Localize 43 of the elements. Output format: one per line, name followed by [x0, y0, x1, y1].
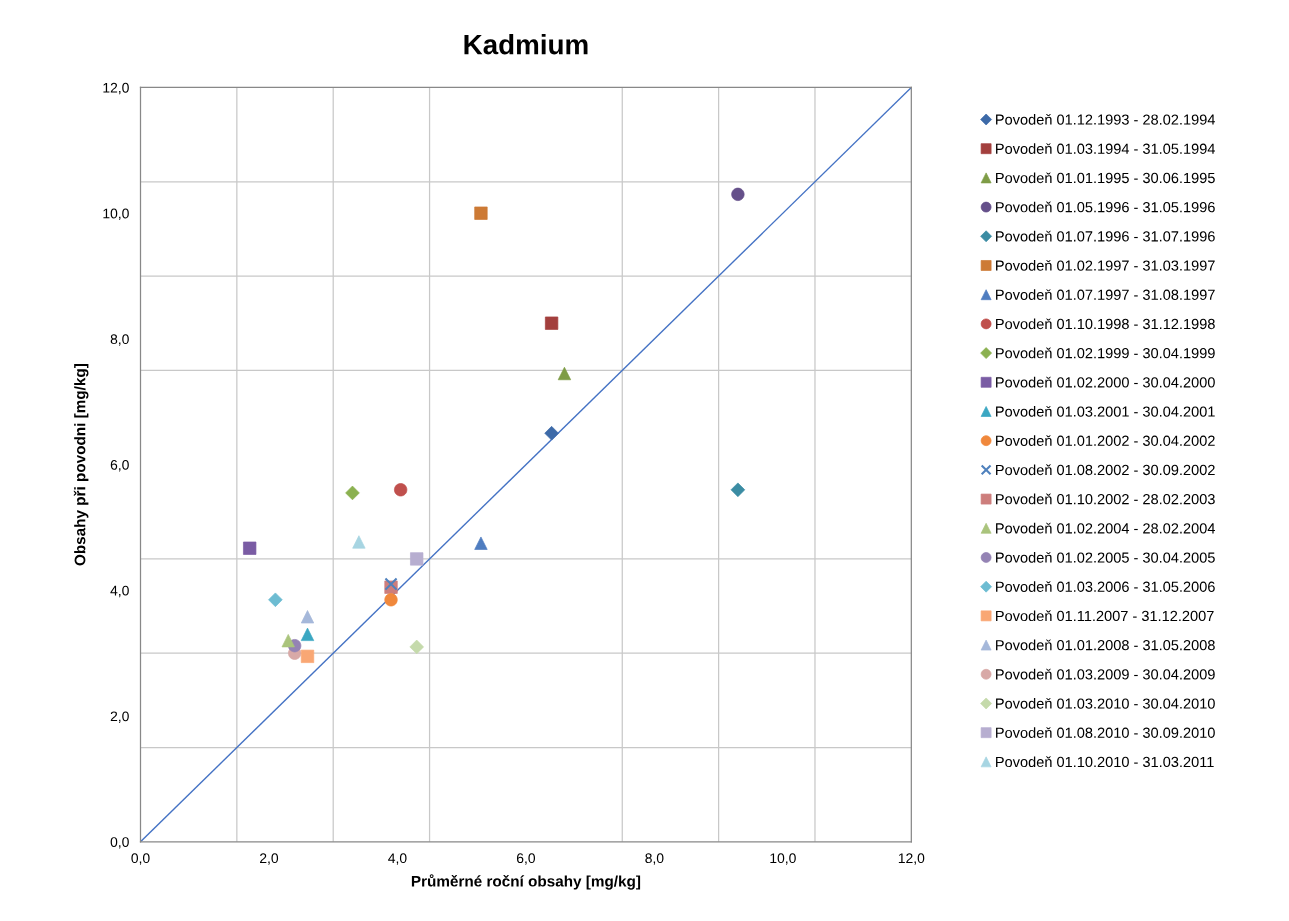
- legend-label: Povodeň 01.03.2006 - 31.05.2006: [996, 581, 1215, 592]
- y-tick-label: 10,0: [103, 208, 129, 221]
- point: [557, 366, 572, 381]
- legend-label: Povodeň 01.10.2002 - 28.02.2003: [996, 493, 1215, 505]
- y-axis-title: Obsahy při povodni [mg/kg]: [73, 364, 89, 566]
- legend-label: Povodeň 01.08.2002 - 30.09.2002: [996, 464, 1215, 476]
- y-tick-label: 12,0: [103, 82, 129, 95]
- x-tick-label: 2,0: [260, 853, 279, 865]
- legend-label: Povodeň 01.01.2008 - 31.05.2008: [996, 639, 1215, 651]
- legend-label: Povodeň 01.11.2007 - 31.12.2007: [996, 610, 1214, 622]
- y-tick-label: 4,0: [110, 585, 129, 598]
- legend-label: Povodeň 01.10.1998 - 31.12.1998: [996, 318, 1215, 330]
- legend-label: Povodeň 01.01.2002 - 30.04.2002: [996, 435, 1215, 446]
- legend-label: Povodeň 01.02.1999 - 30.04.1999: [996, 347, 1215, 359]
- legend-label: Povodeň 01.02.2005 - 30.04.2005: [996, 551, 1215, 563]
- legend-label: Povodeň 01.02.1997 - 31.03.1997: [996, 259, 1215, 271]
- legend-label: Povodeň 01.02.2000 - 30.04.2000: [996, 376, 1215, 388]
- legend-label: Povodeň 01.07.1996 - 31.07.1996: [996, 230, 1215, 242]
- point: [300, 649, 315, 663]
- y-tick-label: 8,0: [110, 334, 129, 346]
- legend-label: Povodeň 01.03.2010 - 30.04.2010: [996, 697, 1215, 709]
- legend-label: Povodeň 01.02.2004 - 28.02.2004: [996, 522, 1215, 534]
- y-tick-label: 6,0: [110, 459, 129, 472]
- x-tick-label: 6,0: [516, 853, 536, 865]
- x-tick-label: 8,0: [645, 853, 664, 865]
- legend-label: Povodeň 01.03.2009 - 30.04.2009: [996, 668, 1215, 680]
- point: [409, 639, 424, 655]
- legend-label: Povodeň 01.05.1996 - 31.05.1996: [996, 201, 1215, 213]
- legend-label: Povodeň 01.03.1994 - 31.05.1994: [996, 143, 1215, 154]
- legend-label: Povodeň 01.12.1993 - 28.02.1994: [996, 113, 1215, 125]
- y-tick-label: 0,0: [110, 837, 129, 849]
- x-axis-title: Průměrné roční obsahy [mg/kg]: [411, 874, 641, 890]
- x-tick-label: 4,0: [388, 853, 407, 865]
- y-tick-label: 2,0: [110, 711, 129, 723]
- x-tick-label: 12,0: [898, 853, 925, 865]
- chart-title: Kadmium: [464, 34, 588, 55]
- legend-label: Povodeň 01.10.2010 - 31.03.2011: [996, 756, 1214, 768]
- legend-label: Povodeň 01.07.1997 - 31.08.1997: [996, 289, 1215, 300]
- legend-label: Povodeň 01.01.1995 - 30.06.1995: [996, 172, 1215, 184]
- x-tick-label: 0,0: [131, 853, 150, 865]
- x-tick-label: 10,0: [770, 853, 796, 865]
- legend-label: Povodeň 01.03.2001 - 30.04.2001: [996, 405, 1215, 417]
- legend-label: Povodeň 01.08.2010 - 30.09.2010: [996, 727, 1215, 738]
